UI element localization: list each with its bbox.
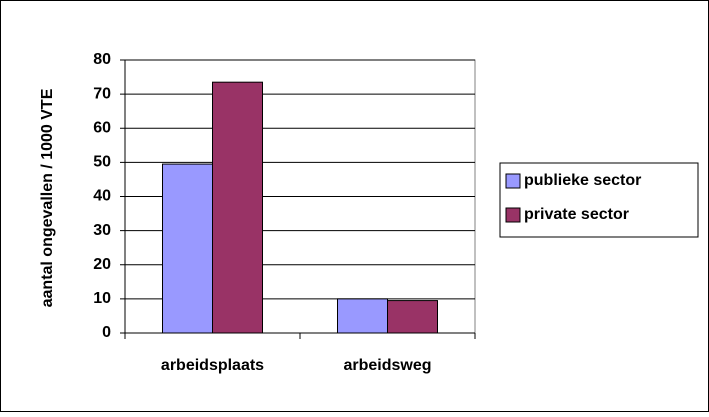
bar <box>387 300 438 334</box>
legend-label: private sector <box>524 206 629 223</box>
y-tick-label: 60 <box>93 119 111 136</box>
y-tick-label: 30 <box>93 222 111 239</box>
y-axis-label: aantal ongevallen / 1000 VTE <box>39 88 56 307</box>
y-tick-label: 70 <box>93 85 111 102</box>
x-tick-label: arbeidsweg <box>343 357 431 374</box>
y-tick-label: 20 <box>93 256 111 273</box>
legend <box>499 162 699 238</box>
legend-swatch <box>505 207 521 223</box>
y-tick-label: 10 <box>93 290 111 307</box>
bar <box>162 163 213 334</box>
y-tick-label: 80 <box>93 51 111 68</box>
legend-label: publieke sector <box>524 172 641 189</box>
legend-swatch <box>505 173 521 189</box>
y-tick-label: 40 <box>93 188 111 205</box>
bar <box>337 298 388 334</box>
bar <box>212 81 263 334</box>
x-tick-label: arbeidsplaats <box>161 357 264 374</box>
y-tick-label: 50 <box>93 154 111 171</box>
y-tick-label: 0 <box>102 324 111 341</box>
